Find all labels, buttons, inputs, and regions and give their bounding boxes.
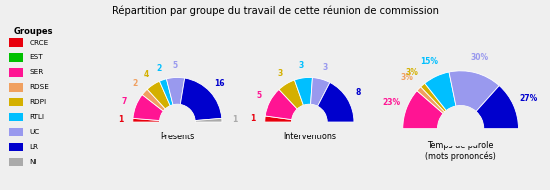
Bar [9,113,23,121]
Text: 3: 3 [299,61,304,70]
Wedge shape [403,91,443,129]
Text: 5: 5 [256,91,261,100]
Text: 1: 1 [118,115,123,124]
Wedge shape [317,82,354,122]
Bar [9,38,23,47]
Wedge shape [421,83,446,112]
Bar [9,98,23,106]
Text: 27%: 27% [519,94,537,103]
Text: 3%: 3% [400,73,414,82]
Wedge shape [160,79,173,106]
Wedge shape [133,95,163,121]
Text: CRCE: CRCE [30,40,49,46]
Wedge shape [180,78,222,121]
Text: 3%: 3% [405,68,419,77]
Text: 15%: 15% [420,57,438,66]
Wedge shape [476,86,519,129]
Text: 2: 2 [133,79,138,88]
Circle shape [160,104,195,140]
Text: Temps de parole
(mots prononcés): Temps de parole (mots prononcés) [425,141,496,161]
Wedge shape [265,89,297,120]
Text: NI: NI [30,159,37,165]
Text: 3: 3 [322,63,327,72]
Text: Interventions: Interventions [283,132,336,141]
Text: 1: 1 [232,115,237,124]
Text: 3: 3 [277,69,282,78]
Text: RTLI: RTLI [30,114,45,120]
Text: 16: 16 [214,79,224,88]
Bar [9,83,23,92]
Text: 8: 8 [355,88,361,97]
Bar [9,143,23,151]
Circle shape [292,104,327,140]
Circle shape [437,105,484,152]
Bar [9,128,23,136]
Text: SER: SER [30,69,44,75]
Wedge shape [279,80,304,109]
Wedge shape [167,78,185,105]
Wedge shape [195,118,222,122]
Text: Présents: Présents [160,132,195,141]
Text: 4: 4 [144,70,149,79]
Wedge shape [142,89,166,111]
Bar [9,68,23,77]
Text: 5: 5 [173,61,178,70]
Wedge shape [417,87,444,113]
Text: 7: 7 [122,97,127,106]
Text: RDSE: RDSE [30,84,50,90]
Text: 2: 2 [156,64,162,73]
Text: Répartition par groupe du travail de cette réunion de commission: Répartition par groupe du travail de cet… [112,6,438,16]
Wedge shape [425,72,456,111]
Text: LR: LR [30,144,38,150]
Wedge shape [133,118,159,122]
Bar [9,53,23,62]
Wedge shape [265,116,292,122]
Text: UC: UC [30,129,40,135]
Wedge shape [449,71,499,112]
Text: 30%: 30% [471,53,489,62]
Text: 23%: 23% [382,98,400,107]
Wedge shape [311,78,330,106]
Text: RDPI: RDPI [30,99,47,105]
Text: 1: 1 [250,114,255,123]
Text: Groupes: Groupes [13,27,53,36]
Wedge shape [294,78,312,105]
Bar [9,158,23,166]
Wedge shape [147,81,170,109]
Text: EST: EST [30,55,43,60]
